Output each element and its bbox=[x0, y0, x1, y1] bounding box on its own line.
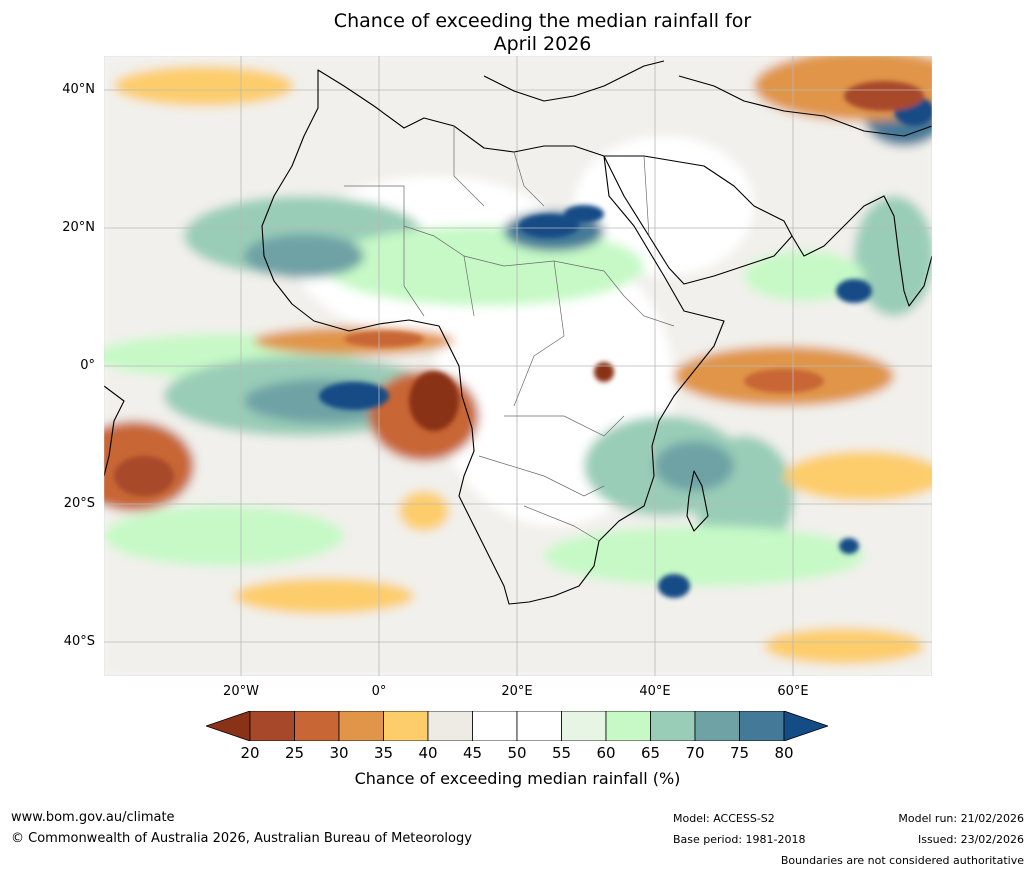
colorbar-swatch bbox=[739, 711, 785, 741]
colorbar-swatch bbox=[427, 711, 473, 741]
colorbar-tick-label: 65 bbox=[640, 744, 661, 762]
footer-disclaimer: Boundaries are not considered authoritat… bbox=[780, 854, 1024, 867]
title-line-1: Chance of exceeding the median rainfall … bbox=[333, 10, 752, 32]
colorbar-extend-high bbox=[783, 711, 828, 741]
lon-label-20e: 20°E bbox=[501, 684, 533, 699]
colorbar-swatch bbox=[249, 711, 295, 741]
colorbar-swatch bbox=[650, 711, 696, 741]
map-gridlines bbox=[104, 56, 932, 676]
lon-label-20w: 20°W bbox=[223, 684, 259, 699]
lon-label-0: 0° bbox=[371, 684, 387, 699]
colorbar-tick-label: 80 bbox=[774, 744, 794, 762]
colorbar-tick-label: 55 bbox=[551, 744, 572, 762]
footer-website[interactable]: www.bom.gov.au/climate bbox=[11, 810, 175, 825]
footer-model-run: Model run: 21/02/2026 bbox=[898, 812, 1024, 825]
lon-label-60e: 60°E bbox=[777, 684, 809, 699]
colorbar-swatch bbox=[294, 711, 340, 741]
colorbar-swatch bbox=[338, 711, 384, 741]
colorbar-tick-label: 25 bbox=[284, 744, 305, 762]
lat-label-40s: 40°S bbox=[63, 634, 95, 649]
title-line-2: April 2026 bbox=[493, 33, 592, 55]
footer-model: Model: ACCESS-S2 bbox=[673, 812, 775, 825]
colorbar-swatch bbox=[605, 711, 651, 741]
colorbar-tick-label: 40 bbox=[418, 744, 438, 762]
lat-label-0: 0° bbox=[80, 358, 95, 373]
colorbar-label: Chance of exceeding median rainfall (%) bbox=[354, 769, 681, 788]
colorbar-tick-label: 35 bbox=[373, 744, 394, 762]
footer-issued: Issued: 23/02/2026 bbox=[917, 833, 1024, 846]
colorbar-swatch bbox=[383, 711, 429, 741]
colorbar-swatch bbox=[561, 711, 607, 741]
coastlines bbox=[104, 60, 932, 605]
footer-copyright: © Commonwealth of Australia 2026, Austra… bbox=[11, 831, 472, 846]
colorbar-swatch bbox=[516, 711, 562, 741]
colorbar-tick-label: 75 bbox=[729, 744, 750, 762]
lat-label-40n: 40°N bbox=[62, 82, 95, 97]
colorbar-tick-label: 45 bbox=[462, 744, 483, 762]
colorbar-extend-low bbox=[206, 711, 251, 741]
footer-base-period: Base period: 1981-2018 bbox=[673, 833, 806, 846]
colorbar-swatch bbox=[472, 711, 518, 741]
colorbar-swatch bbox=[694, 711, 740, 741]
colorbar-tick-label: 50 bbox=[507, 744, 527, 762]
country-borders bbox=[344, 126, 675, 542]
colorbar-tick-label: 30 bbox=[329, 744, 349, 762]
lon-label-40e: 40°E bbox=[639, 684, 671, 699]
map-title: Chance of exceeding the median rainfall … bbox=[0, 10, 1035, 56]
lat-label-20n: 20°N bbox=[62, 220, 95, 235]
colorbar-tick-label: 70 bbox=[685, 744, 705, 762]
colorbar-tick-label: 20 bbox=[240, 744, 260, 762]
lat-label-20s: 20°S bbox=[63, 496, 95, 511]
colorbar bbox=[206, 711, 828, 741]
rainfall-map bbox=[104, 56, 932, 676]
colorbar-tick-label: 60 bbox=[596, 744, 616, 762]
